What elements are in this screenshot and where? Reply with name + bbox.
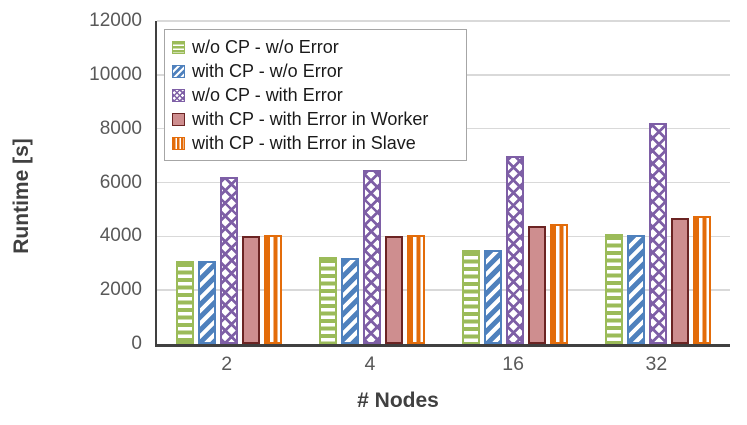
legend-item: with CP - w/o Error [172, 59, 458, 83]
bar-group-32 [587, 123, 730, 344]
y-tick-label: 10000 [89, 63, 142, 85]
legend-label: with CP - w/o Error [192, 60, 343, 81]
legend-label: w/o CP - w/o Error [192, 36, 339, 57]
y-tick-label: 12000 [89, 10, 142, 31]
bar-with-cp-with-error-in-worker-nodes-16 [528, 225, 547, 344]
bar-with-cp-with-error-in-slave-nodes-16 [550, 224, 569, 344]
y-tick-label: 0 [131, 333, 142, 354]
bar-with-cp-with-error-in-worker-nodes-32 [671, 217, 690, 344]
legend-label: with CP - with Error in Worker [192, 108, 429, 129]
bar-w-o-cp-w-o-error-nodes-4 [318, 256, 337, 344]
x-tick-label: 4 [364, 353, 376, 375]
bar-with-cp-w-o-error-nodes-16 [484, 249, 503, 344]
bar-w-o-cp-with-error-nodes-4 [362, 170, 381, 344]
bar-with-cp-with-error-in-slave-nodes-4 [406, 235, 425, 344]
legend-swatch-with-cp-with-error-in-worker [172, 112, 185, 126]
x-axis-tick-labels: 2 4 16 32 [155, 353, 728, 376]
gridline [157, 20, 730, 22]
legend-label: with CP - with Error in Slave [192, 132, 416, 153]
bar-groups [157, 21, 730, 344]
legend-swatch-with-cp-with-error-in-slave [172, 136, 185, 150]
x-tick-label: 32 [645, 353, 668, 375]
bar-with-cp-w-o-error-nodes-32 [627, 235, 646, 344]
bar-with-cp-w-o-error-nodes-2 [197, 260, 216, 344]
bar-with-cp-with-error-in-slave-nodes-2 [263, 235, 282, 344]
x-tick-label: 2 [221, 353, 233, 375]
legend-swatch-w-o-cp-with-error [172, 88, 185, 102]
bar-w-o-cp-w-o-error-nodes-32 [605, 233, 624, 344]
gridline [157, 235, 730, 238]
bar-with-cp-with-error-in-worker-nodes-4 [384, 236, 403, 344]
bar-w-o-cp-with-error-nodes-16 [506, 155, 525, 344]
legend-label: w/o CP - with Error [192, 84, 343, 105]
y-tick-label: 6000 [99, 171, 142, 193]
gridline [157, 289, 730, 291]
gridline [157, 181, 730, 184]
bar-w-o-cp-with-error-nodes-2 [219, 177, 238, 344]
plot-area: w/o CP - w/o Error with CP - w/o Error w/o… [155, 20, 730, 347]
bar-w-o-cp-w-o-error-nodes-2 [175, 260, 194, 344]
x-tick-label: 16 [502, 353, 524, 375]
bar-group-2 [157, 177, 300, 344]
bar-with-cp-with-error-in-worker-nodes-2 [241, 236, 260, 344]
x-axis-title: # Nodes [357, 389, 439, 412]
legend: w/o CP - w/o Error with CP - w/o Error w/o… [164, 29, 467, 161]
legend-item: with CP - with Error in Slave [172, 131, 458, 155]
legend-swatch-with-cp-w-o-error [172, 64, 185, 78]
legend-item: with CP - with Error in Worker [172, 107, 458, 131]
legend-swatch-w-o-cp-w-o-error [172, 40, 185, 54]
legend-item: w/o CP - w/o Error [172, 35, 458, 59]
bar-group-4 [300, 170, 443, 344]
bar-with-cp-with-error-in-slave-nodes-32 [693, 216, 712, 344]
y-tick-label: 2000 [99, 279, 142, 301]
bar-with-cp-w-o-error-nodes-4 [340, 257, 359, 344]
bar-w-o-cp-w-o-error-nodes-16 [462, 249, 481, 344]
y-axis-tick-labels: 0 2000 4000 6000 8000 10000 12000 [0, 10, 148, 354]
bar-w-o-cp-with-error-nodes-32 [649, 123, 668, 344]
bar-group-16 [444, 155, 587, 344]
legend-item: w/o CP - with Error [172, 83, 458, 107]
y-tick-label: 8000 [99, 117, 142, 139]
y-tick-label: 4000 [99, 225, 142, 247]
